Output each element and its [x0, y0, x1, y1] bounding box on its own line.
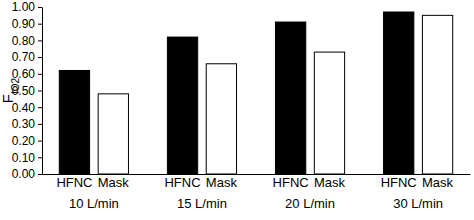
y-tick-mark — [38, 124, 42, 125]
y-tick: 0.70 — [12, 50, 42, 64]
y-tick-mark — [38, 24, 42, 25]
series-label: Mask — [98, 175, 130, 190]
y-tick-label: 0.20 — [12, 134, 36, 148]
x-tick-label: 10 L/min — [69, 196, 119, 211]
y-tick: 0.20 — [12, 134, 42, 148]
y-tick-label: 0.90 — [12, 17, 36, 31]
x-axis: 10 L/min 15 L/min 20 L/min 30 L/min — [43, 175, 471, 212]
y-tick-mark — [38, 174, 42, 175]
series-label: HFNC — [381, 175, 417, 190]
chart: 0.000.100.200.300.400.500.600.700.800.90… — [0, 0, 474, 220]
y-tick: 0.30 — [12, 117, 42, 131]
y-tick-label: 0.80 — [12, 34, 36, 48]
series-labels: HFNC Mask HFNC Mask HFNC Mask HFNC Mask — [56, 175, 453, 190]
y-tick-mark — [38, 91, 42, 92]
x-tick-label: 15 L/min — [177, 196, 227, 211]
bar — [314, 52, 344, 174]
y-tick-label: 0.30 — [12, 117, 36, 131]
y-tick-mark — [38, 57, 42, 58]
y-tick: 0.00 — [12, 167, 42, 181]
y-tick-mark — [38, 157, 42, 158]
bar — [59, 70, 89, 174]
bar — [384, 12, 414, 174]
y-tick-mark — [38, 141, 42, 142]
series-label: Mask — [314, 175, 346, 190]
y-tick: 1.00 — [12, 0, 42, 14]
series-label: HFNC — [164, 175, 200, 190]
y-tick: 0.80 — [12, 34, 42, 48]
y-tick: 0.90 — [12, 17, 42, 31]
y-tick: 0.10 — [12, 151, 42, 165]
series-label: HFNC — [56, 175, 92, 190]
bar — [422, 15, 452, 174]
x-tick: 15 L/min — [177, 196, 227, 211]
y-tick: 0.40 — [12, 101, 42, 115]
series-label: Mask — [422, 175, 454, 190]
y-tick-mark — [38, 74, 42, 75]
series-label: HFNC — [273, 175, 309, 190]
y-tick-mark — [38, 40, 42, 41]
bar — [275, 22, 305, 174]
y-tick-label: 0.70 — [12, 50, 36, 64]
y-tick-mark — [38, 107, 42, 108]
y-axis-title: FIO2 — [0, 77, 21, 103]
x-tick-label: 30 L/min — [393, 196, 443, 211]
bars — [59, 12, 452, 174]
series-label: Mask — [206, 175, 238, 190]
y-tick-label: 1.00 — [12, 0, 36, 14]
y-tick-label: 0.10 — [12, 151, 36, 165]
bar — [98, 94, 128, 174]
plot: 0.000.100.200.300.400.500.600.700.800.90… — [12, 0, 471, 211]
y-tick-mark — [38, 7, 42, 8]
bar — [206, 64, 236, 174]
x-tick: 10 L/min — [69, 196, 119, 211]
x-tick: 20 L/min — [285, 196, 335, 211]
y-tick-label: 0.00 — [12, 167, 36, 181]
x-tick: 30 L/min — [393, 196, 443, 211]
bar — [167, 37, 197, 174]
x-tick-label: 20 L/min — [285, 196, 335, 211]
y-axis-line — [42, 8, 43, 175]
